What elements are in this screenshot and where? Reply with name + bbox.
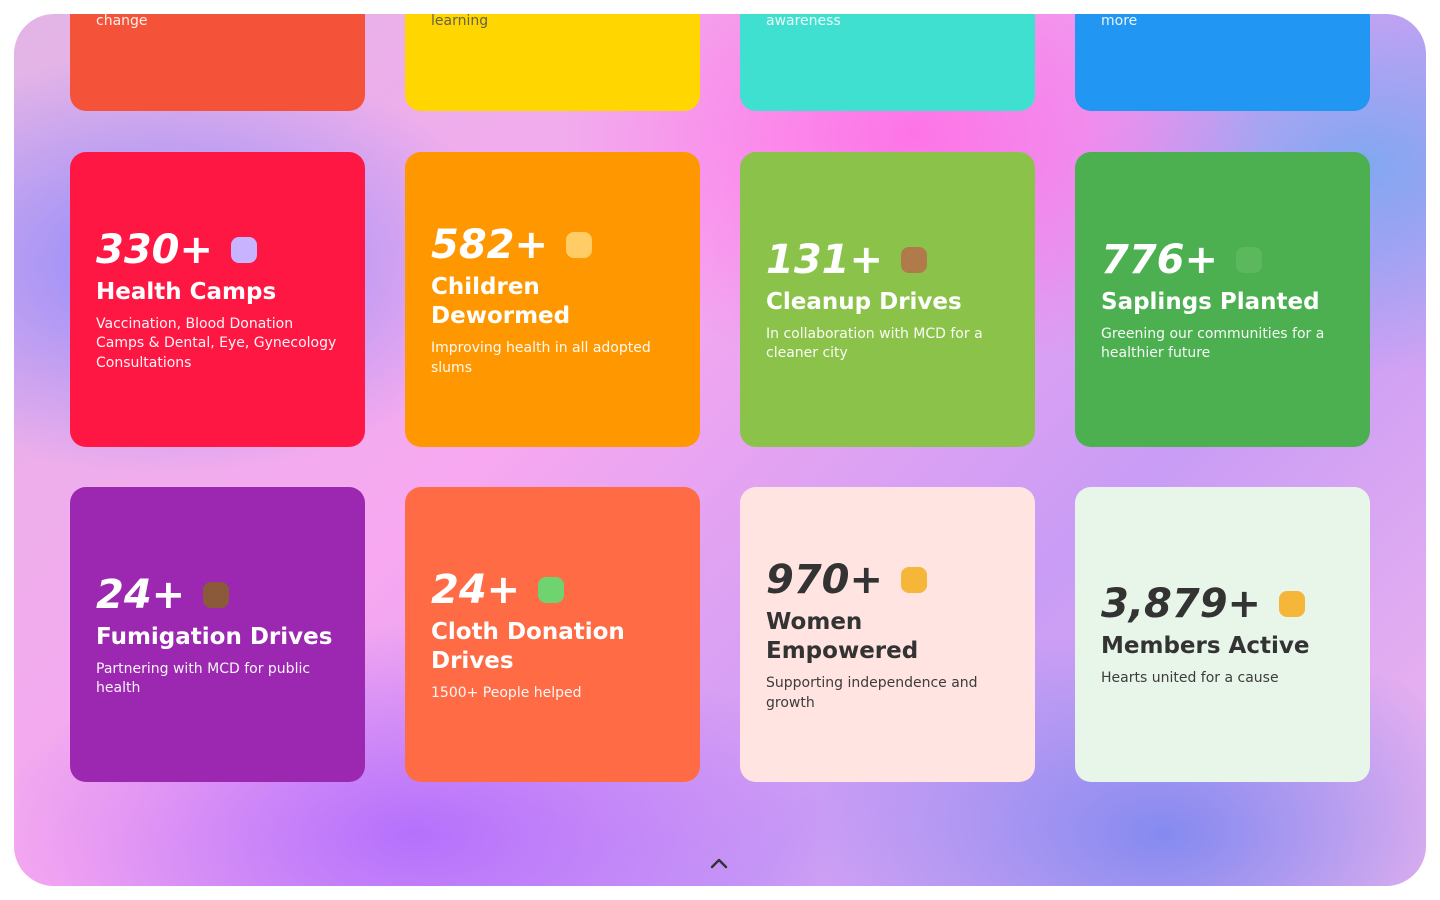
card-description: Partnering with MCD for public health	[96, 660, 311, 697]
stat-number: 3,879+	[1101, 581, 1262, 628]
stat-row: 970+	[766, 556, 1009, 604]
stat-number: 970+	[766, 557, 884, 603]
card-description: learning	[431, 14, 489, 29]
card-description: more	[1101, 14, 1138, 29]
stat-card: 3,879+ Members Active Hearts united for a …	[1075, 487, 1370, 782]
card-title: Health Camps	[96, 278, 277, 305]
card-description: In collaboration with MCD for a cleaner …	[766, 325, 983, 362]
card-description: awareness	[766, 14, 841, 29]
stat-number: 582+	[431, 222, 549, 268]
stat-icon	[203, 581, 230, 608]
stat-icon	[538, 576, 565, 603]
stat-card: 970+ Women Empowered Supporting independen…	[740, 487, 1035, 782]
stat-card: 776+ Saplings Planted Greening our communi…	[1075, 152, 1370, 447]
top-card: learning	[405, 14, 700, 111]
stat-row: 3,879+	[1101, 580, 1344, 628]
stat-icon	[901, 567, 928, 593]
stat-row: 131+	[766, 236, 1009, 284]
card-description: Hearts united for a cause	[1101, 670, 1279, 687]
card-title: Fumigation Drives	[96, 623, 333, 650]
card-description: Greening our communities for a healthier…	[1101, 325, 1325, 362]
stat-row: 24+	[431, 566, 674, 614]
card-description: 1500+ People helped	[431, 684, 582, 701]
stat-row: 582+	[431, 221, 674, 269]
card-title: Women Empowered	[766, 609, 919, 664]
stat-icon	[566, 232, 593, 258]
stat-card: 131+ Cleanup Drives In collaboration with …	[740, 152, 1035, 447]
stat-row: 24+	[96, 571, 339, 619]
stat-card: 24+ Fumigation Drives Partnering with MCD …	[70, 487, 365, 782]
stat-row: 776+	[1101, 236, 1344, 284]
stats-section: Mobilizing communities for change learnin…	[14, 14, 1426, 886]
card-description: Mobilizing communities for change	[96, 14, 148, 29]
stat-row: 330+	[96, 226, 339, 274]
stat-number: 776+	[1101, 236, 1219, 283]
stat-card: 330+ Health Camps Vaccination, Blood Donat…	[70, 152, 365, 447]
stat-number: 330+	[96, 226, 214, 273]
top-card: health camps, sanitation andawareness	[740, 14, 1035, 111]
stat-card: 582+ Children Dewormed Improving health in…	[405, 152, 700, 447]
stat-card: 24+ Cloth Donation Drives 1500+ People hel…	[405, 487, 700, 782]
stat-icon	[901, 246, 928, 273]
stat-icon	[231, 236, 258, 263]
stat-number: 24+	[96, 571, 186, 618]
card-title: Saplings Planted	[1101, 288, 1320, 315]
top-card: more	[1075, 14, 1370, 111]
card-description: Vaccination, Blood Donation Camps & Dent…	[96, 315, 337, 371]
card-title: Children Dewormed	[431, 274, 571, 329]
card-description: Supporting independence and growth	[766, 675, 978, 711]
card-title: Members Active	[1101, 633, 1310, 660]
stat-icon	[1279, 591, 1306, 618]
stat-number: 24+	[431, 566, 521, 613]
top-card: Mobilizing communities for change	[70, 14, 365, 111]
scroll-up-arrow[interactable]	[709, 856, 729, 870]
stat-number: 131+	[766, 236, 884, 283]
card-title: Cloth Donation Drives	[431, 618, 625, 674]
stat-icon	[1236, 246, 1263, 273]
card-description: Improving health in all adopted slums	[431, 340, 651, 376]
card-title: Cleanup Drives	[766, 288, 962, 315]
